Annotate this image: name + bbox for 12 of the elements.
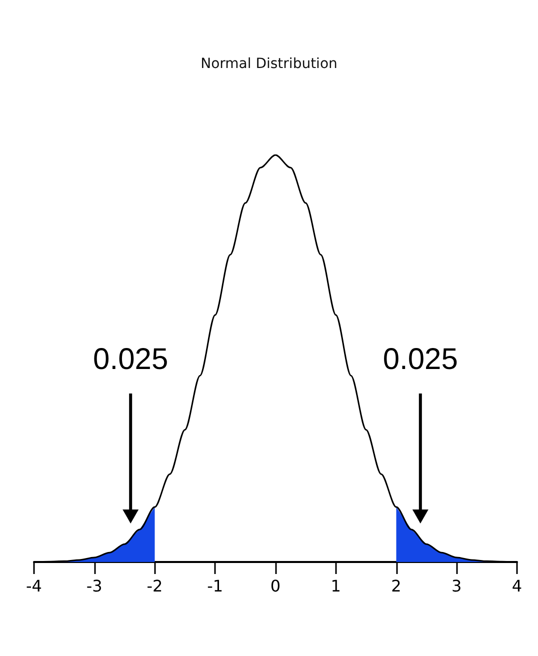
x-tick-label: -3 (86, 576, 102, 596)
x-tick-label: 4 (512, 576, 522, 596)
chart-title: Normal Distribution (200, 56, 338, 72)
annotation: 0.025 (93, 343, 168, 378)
annotation: 0.025 (382, 343, 458, 378)
x-tick-label: 1 (330, 576, 341, 596)
x-tick-label: -4 (26, 576, 42, 596)
x-tick-label: 2 (391, 576, 402, 596)
x-tick-label: -1 (207, 576, 224, 596)
x-tick-label: 3 (452, 576, 462, 596)
x-tick-label: 0 (270, 576, 281, 596)
x-tick-label: -2 (146, 576, 163, 596)
